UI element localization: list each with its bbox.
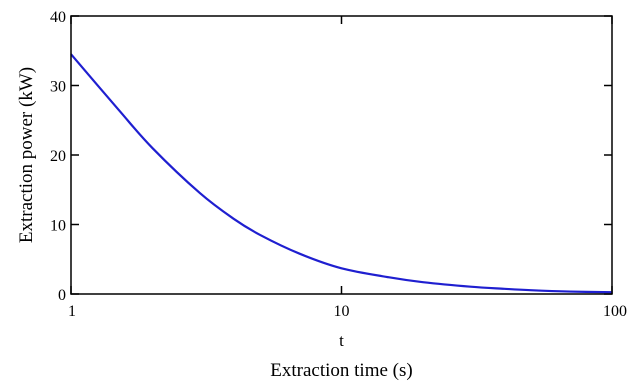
- x-axis-ticks: 1 10 100: [68, 16, 627, 320]
- y-tick-label: 30: [50, 79, 66, 96]
- x-tick-label: 100: [603, 303, 627, 320]
- x-axis-variable-label: t: [339, 331, 344, 350]
- y-tick-label: 20: [50, 148, 66, 165]
- y-axis-label: Extraction power (kW): [16, 67, 37, 243]
- x-axis-label: Extraction time (s): [270, 360, 412, 381]
- x-tick-label: 10: [334, 303, 350, 320]
- x-tick-label: 1: [68, 303, 76, 320]
- series-line-0: [70, 53, 613, 294]
- y-tick-label: 10: [50, 218, 66, 235]
- y-tick-label: 0: [58, 287, 66, 304]
- series-layer: [70, 53, 613, 294]
- y-tick-label: 40: [50, 9, 66, 26]
- plot-frame: [70, 15, 613, 295]
- y-axis-ticks: 0 10 20 30 40: [50, 9, 612, 304]
